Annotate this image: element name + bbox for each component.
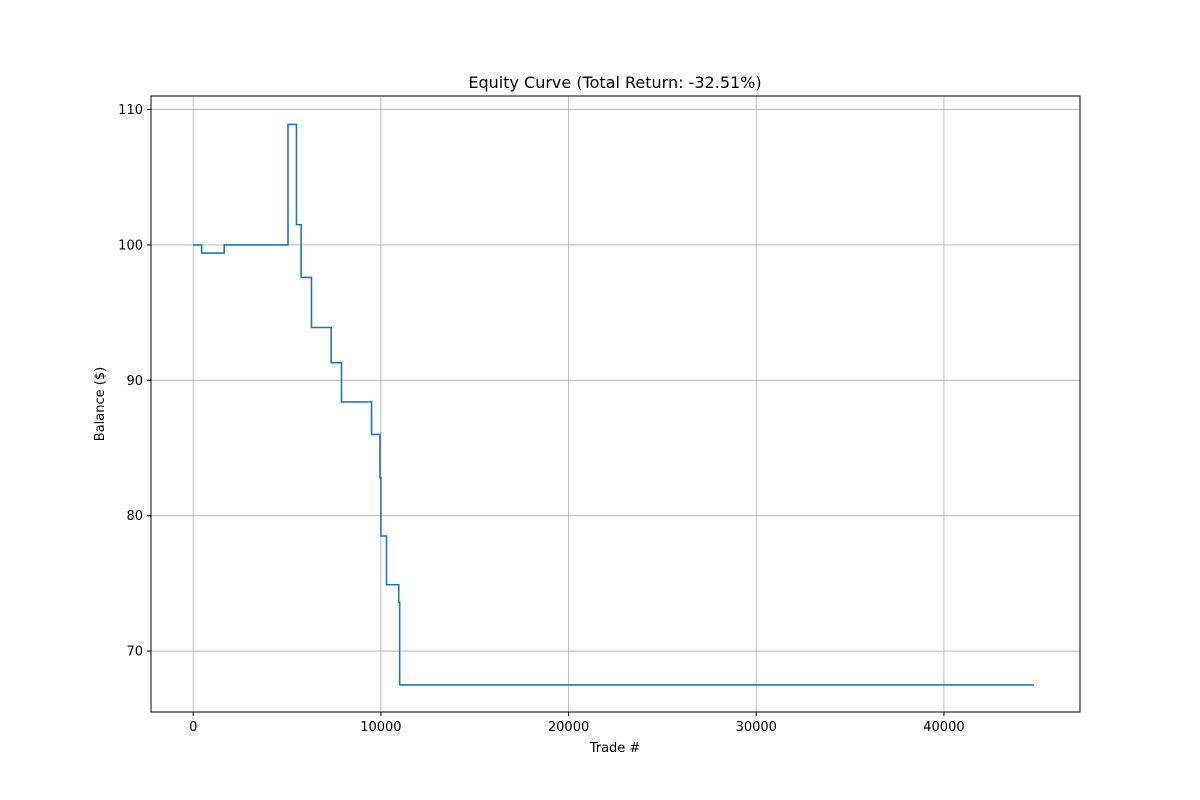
x-axis-label: Trade #	[589, 741, 641, 756]
x-tick-label: 10000	[360, 720, 401, 735]
y-tick-label: 80	[126, 509, 143, 524]
series-layer	[193, 123, 1035, 686]
x-axis-ticks: 0 10000 20000 30000 40000	[189, 712, 965, 735]
chart-title: Equity Curve (Total Return: -32.51%)	[468, 73, 761, 92]
equity-line	[193, 123, 1035, 686]
x-tick-label: 40000	[923, 720, 964, 735]
y-tick-label: 100	[118, 238, 143, 253]
grid	[151, 96, 1080, 712]
x-tick-label: 30000	[736, 720, 777, 735]
y-tick-label: 90	[126, 374, 143, 389]
y-tick-label: 110	[118, 103, 143, 118]
y-tick-label: 70	[126, 645, 143, 660]
y-axis-ticks: 70 80 90 100 110	[118, 103, 151, 660]
x-tick-label: 0	[189, 720, 197, 735]
x-tick-label: 20000	[548, 720, 589, 735]
y-axis-label: Balance ($)	[93, 367, 108, 441]
plot-frame	[150, 95, 1081, 713]
